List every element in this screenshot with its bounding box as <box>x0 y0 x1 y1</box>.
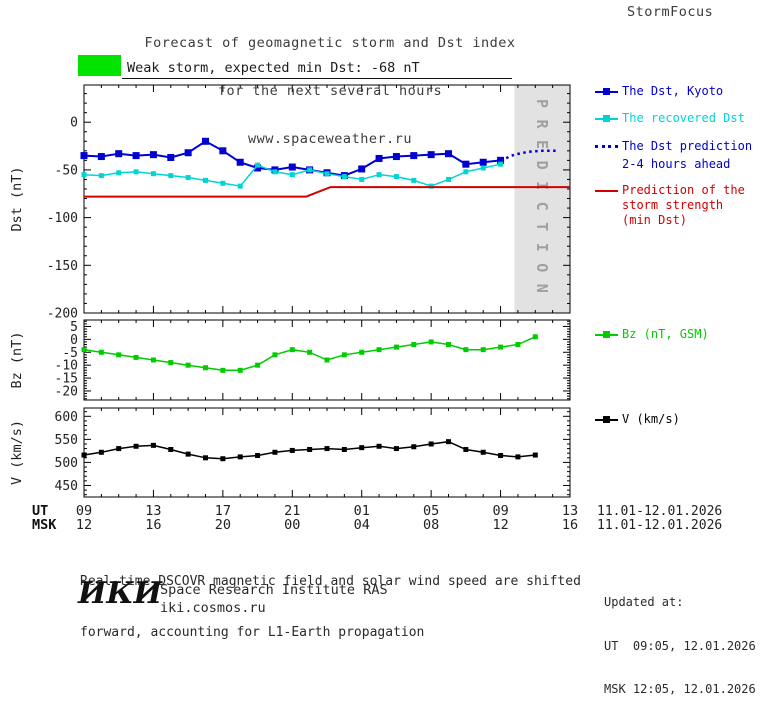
legend-label-dst-prediction: The Dst prediction <box>622 139 753 153</box>
svg-text:11.01-12.01.2026: 11.01-12.01.2026 <box>597 518 722 533</box>
svg-text:08: 08 <box>423 517 439 533</box>
svg-text:-5: -5 <box>62 346 78 361</box>
svg-text:PREDICTION: PREDICTION <box>533 99 551 304</box>
legend-label-storm-strength-3: (min Dst) <box>622 213 688 227</box>
note-line-2: forward, accounting for L1-Earth propaga… <box>80 625 425 640</box>
svg-text:-15: -15 <box>55 372 78 387</box>
storm-forecast-page: PREDICTION 0 -50 -100 -150 -200 Dst (nT) 5 0 -5 -1… <box>9 3 756 696</box>
iki-site-link[interactable]: iki.cosmos.ru <box>160 600 266 616</box>
svg-text:13: 13 <box>145 503 161 519</box>
svg-text:0: 0 <box>70 333 78 348</box>
legend-label-storm-strength: Prediction of the <box>622 183 745 197</box>
svg-text:16: 16 <box>562 517 578 533</box>
svg-text:04: 04 <box>354 517 370 533</box>
svg-text:5: 5 <box>70 320 78 335</box>
svg-text:-200: -200 <box>47 307 78 322</box>
svg-text:17: 17 <box>215 503 231 519</box>
svg-text:11.01-12.01.2026: 11.01-12.01.2026 <box>597 504 722 519</box>
bz-marker-icon <box>595 330 618 339</box>
institute-name: Space Research Institute RAS <box>160 582 388 598</box>
legend-label-bz: Bz (nT, GSM) <box>622 327 709 341</box>
svg-text:09: 09 <box>492 503 508 519</box>
legend-label-dst-kyoto: The Dst, Kyoto <box>622 84 724 98</box>
svg-text:21: 21 <box>284 503 300 519</box>
note-line-1: Real-time DSCOVR magnetic field and sola… <box>80 574 581 589</box>
svg-text:-20: -20 <box>55 384 78 399</box>
svg-text:09: 09 <box>76 503 92 519</box>
svg-text:05: 05 <box>423 503 439 519</box>
brand-stormfocus: StormFocus <box>627 4 714 20</box>
svg-text:13: 13 <box>562 503 578 519</box>
svg-text:20: 20 <box>215 517 231 533</box>
title-line-2: for the next several hours <box>217 83 443 99</box>
svg-text:12: 12 <box>492 517 508 533</box>
legend-item-dst-prediction: The Dst prediction <box>595 139 752 153</box>
v-marker-icon <box>595 415 618 424</box>
storm-strength-marker-icon <box>595 186 618 195</box>
legend-label-recovered-dst: The recovered Dst <box>622 111 745 125</box>
svg-text:00: 00 <box>284 517 300 533</box>
recovered-dst-marker-icon <box>595 114 618 123</box>
svg-text:MSK: MSK <box>32 517 57 533</box>
updated-ut: UT 09:05, 12.01.2026 <box>604 638 756 653</box>
updated-block: Updated at: UT 09:05, 12.01.2026 MSK 12:… <box>604 566 756 726</box>
legend-item-bz: Bz (nT, GSM) <box>595 327 709 341</box>
legend-label-v: V (km/s) <box>622 412 680 426</box>
svg-text:-50: -50 <box>55 163 78 178</box>
svg-text:-10: -10 <box>55 359 78 374</box>
svg-text:550: 550 <box>55 433 78 448</box>
svg-text:-100: -100 <box>47 211 78 226</box>
svg-text:16: 16 <box>145 517 161 533</box>
legend-item-storm-strength: Prediction of the <box>595 183 745 197</box>
spaceweather-link[interactable]: www.spaceweather.ru <box>248 131 412 147</box>
iki-logo: ИКИ <box>78 576 162 611</box>
svg-text:01: 01 <box>354 503 370 519</box>
legend-item-recovered-dst: The recovered Dst <box>595 111 745 125</box>
dst-kyoto-marker-icon <box>595 87 618 96</box>
svg-text:Bz (nT): Bz (nT) <box>9 332 25 389</box>
svg-text:450: 450 <box>55 479 78 494</box>
svg-text:Dst (nT): Dst (nT) <box>9 166 25 231</box>
svg-text:0: 0 <box>70 116 78 131</box>
storm-banner-text: Weak storm, expected min Dst: -68 nT <box>127 60 420 76</box>
svg-text:600: 600 <box>55 410 78 425</box>
page-title: Forecast of geomagnetic storm and Dst in… <box>80 3 580 179</box>
legend-item-dst-kyoto: The Dst, Kyoto <box>595 84 723 98</box>
updated-msk: MSK 12:05, 12.01.2026 <box>604 682 756 696</box>
dst-prediction-marker-icon <box>595 142 618 151</box>
storm-severity-swatch <box>78 55 121 76</box>
title-line-1: Forecast of geomagnetic storm and Dst in… <box>144 35 516 51</box>
svg-text:500: 500 <box>55 456 78 471</box>
svg-text:UT: UT <box>32 503 48 519</box>
svg-text:V (km/s): V (km/s) <box>9 420 25 485</box>
svg-text:12: 12 <box>76 517 92 533</box>
legend-label-storm-strength-2: storm strength <box>622 198 724 212</box>
svg-text:-150: -150 <box>47 259 78 274</box>
legend-item-v: V (km/s) <box>595 412 680 426</box>
banner-underline <box>122 78 512 79</box>
legend-label-dst-prediction-2: 2-4 hours ahead <box>622 157 731 171</box>
updated-label: Updated at: <box>604 595 684 609</box>
